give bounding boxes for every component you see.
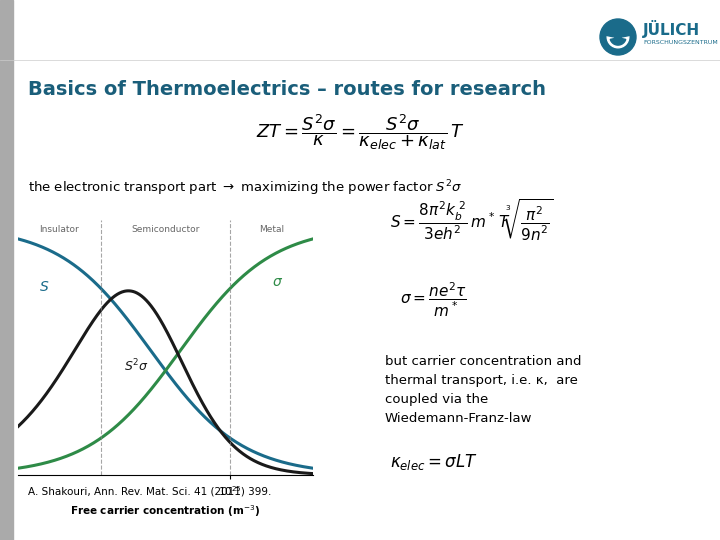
Text: $\sigma$: $\sigma$ — [271, 275, 283, 289]
Bar — [0, 0, 13, 540]
Text: FORSCHUNGSZENTRUM: FORSCHUNGSZENTRUM — [643, 40, 718, 45]
Text: $S^2\sigma$: $S^2\sigma$ — [125, 357, 149, 374]
Text: Semiconductor: Semiconductor — [131, 225, 199, 234]
Text: $S$: $S$ — [39, 280, 49, 294]
X-axis label: Free carrier concentration (m$^{-3}$): Free carrier concentration (m$^{-3}$) — [71, 503, 261, 519]
Text: the electronic transport part $\rightarrow$ maximizing the power factor $S^2\sig: the electronic transport part $\rightarr… — [28, 178, 462, 198]
Text: Insulator: Insulator — [40, 225, 79, 234]
Text: JÜLICH: JÜLICH — [643, 20, 700, 38]
Text: Basics of Thermoelectrics – routes for research: Basics of Thermoelectrics – routes for r… — [28, 80, 546, 99]
Text: $ZT = \dfrac{S^2\sigma}{\kappa} = \dfrac{S^2\sigma}{\kappa_{elec} + \kappa_{lat}: $ZT = \dfrac{S^2\sigma}{\kappa} = \dfrac… — [256, 112, 464, 152]
Circle shape — [600, 19, 636, 55]
Text: $\sigma = \dfrac{ne^2\tau}{m^*}$: $\sigma = \dfrac{ne^2\tau}{m^*}$ — [400, 281, 467, 319]
Polygon shape — [603, 22, 633, 45]
Text: A. Shakouri, Ann. Rev. Mat. Sci. 41 (2011) 399.: A. Shakouri, Ann. Rev. Mat. Sci. 41 (201… — [28, 487, 271, 497]
Text: Metal: Metal — [259, 225, 284, 234]
Text: but carrier concentration and
thermal transport, i.e. κ,  are
coupled via the
Wi: but carrier concentration and thermal tr… — [385, 355, 582, 425]
Text: $\kappa_{elec} = \sigma LT$: $\kappa_{elec} = \sigma LT$ — [390, 452, 477, 472]
Text: $S = \dfrac{8\pi^2 k_b^{\ 2}}{3eh^2}\,m^*\,T\!\sqrt[3]{\dfrac{\pi^2}{9n^2}}$: $S = \dfrac{8\pi^2 k_b^{\ 2}}{3eh^2}\,m^… — [390, 197, 554, 242]
Circle shape — [607, 26, 629, 48]
